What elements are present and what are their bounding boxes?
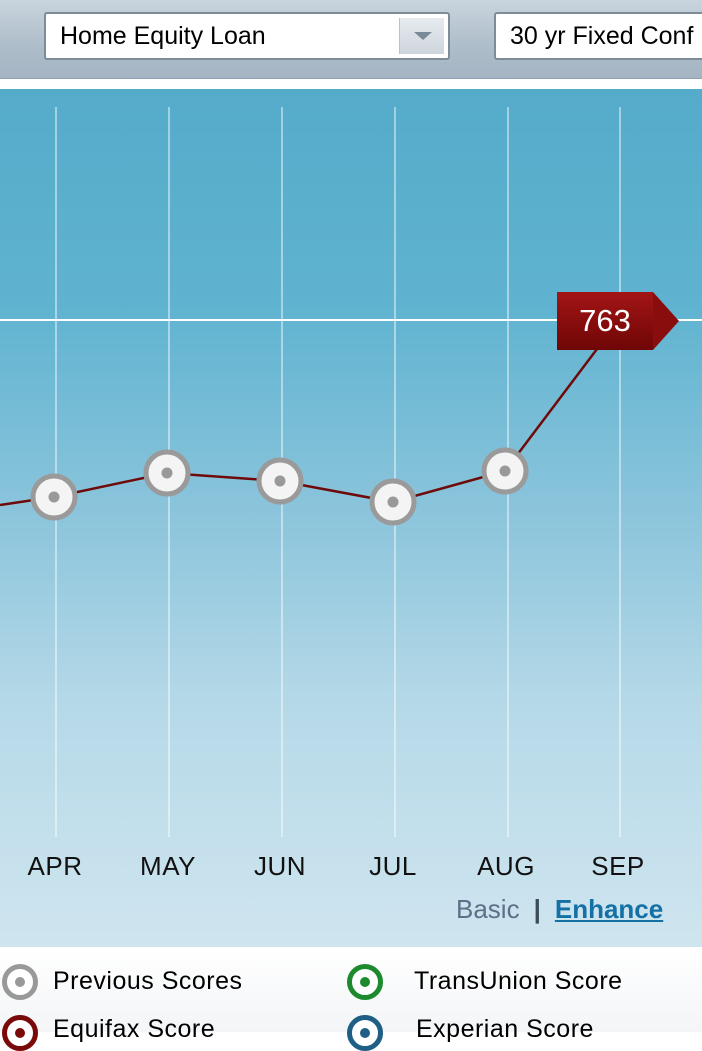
- legend-previous-scores: Previous Scores: [53, 967, 243, 995]
- divider: [0, 79, 702, 89]
- top-toolbar: Home Equity Loan 30 yr Fixed Conf: [0, 0, 702, 79]
- legend-experian-score: Experian Score: [416, 1015, 594, 1043]
- legend-transunion-score: TransUnion Score: [414, 967, 623, 995]
- previous-score-point-dot: [499, 465, 511, 477]
- previous-scores-icon: [2, 964, 38, 1000]
- current-score-value: 763: [579, 303, 631, 338]
- basic-view-link[interactable]: Basic: [456, 894, 520, 924]
- rate-type-value: 30 yr Fixed Conf: [510, 22, 694, 50]
- loan-type-value: Home Equity Loan: [60, 22, 266, 50]
- month-label: JUL: [369, 851, 417, 881]
- view-separator: |: [533, 894, 541, 924]
- chart-plot: [0, 107, 702, 837]
- legend: Previous Scores TransUnion Score Equifax…: [0, 947, 702, 1051]
- rate-type-select[interactable]: 30 yr Fixed Conf: [494, 12, 702, 60]
- previous-score-point-dot: [161, 467, 173, 479]
- view-toggle: Basic | Enhance: [456, 894, 663, 925]
- month-label: MAY: [140, 851, 196, 881]
- previous-score-point-dot: [48, 491, 60, 503]
- score-history-chart: 763 APR MAY JUN JUL AUG SEP Basic | Enhanc…: [0, 89, 702, 947]
- enhanced-view-link[interactable]: Enhance: [554, 894, 664, 924]
- experian-icon: [347, 1015, 383, 1051]
- equifax-icon: [2, 1015, 38, 1051]
- current-score-flag: 763: [557, 292, 679, 350]
- month-label: SEP: [591, 851, 645, 881]
- dropdown-arrow-icon[interactable]: [399, 18, 444, 54]
- month-label: JUN: [253, 851, 307, 881]
- month-label: AUG: [477, 851, 535, 881]
- month-label: APR: [27, 851, 83, 881]
- transunion-icon: [347, 964, 383, 1000]
- previous-score-point-dot: [274, 475, 286, 487]
- previous-score-point-dot: [387, 496, 399, 508]
- legend-equifax-score: Equifax Score: [53, 1015, 216, 1043]
- loan-type-select[interactable]: Home Equity Loan: [44, 12, 450, 60]
